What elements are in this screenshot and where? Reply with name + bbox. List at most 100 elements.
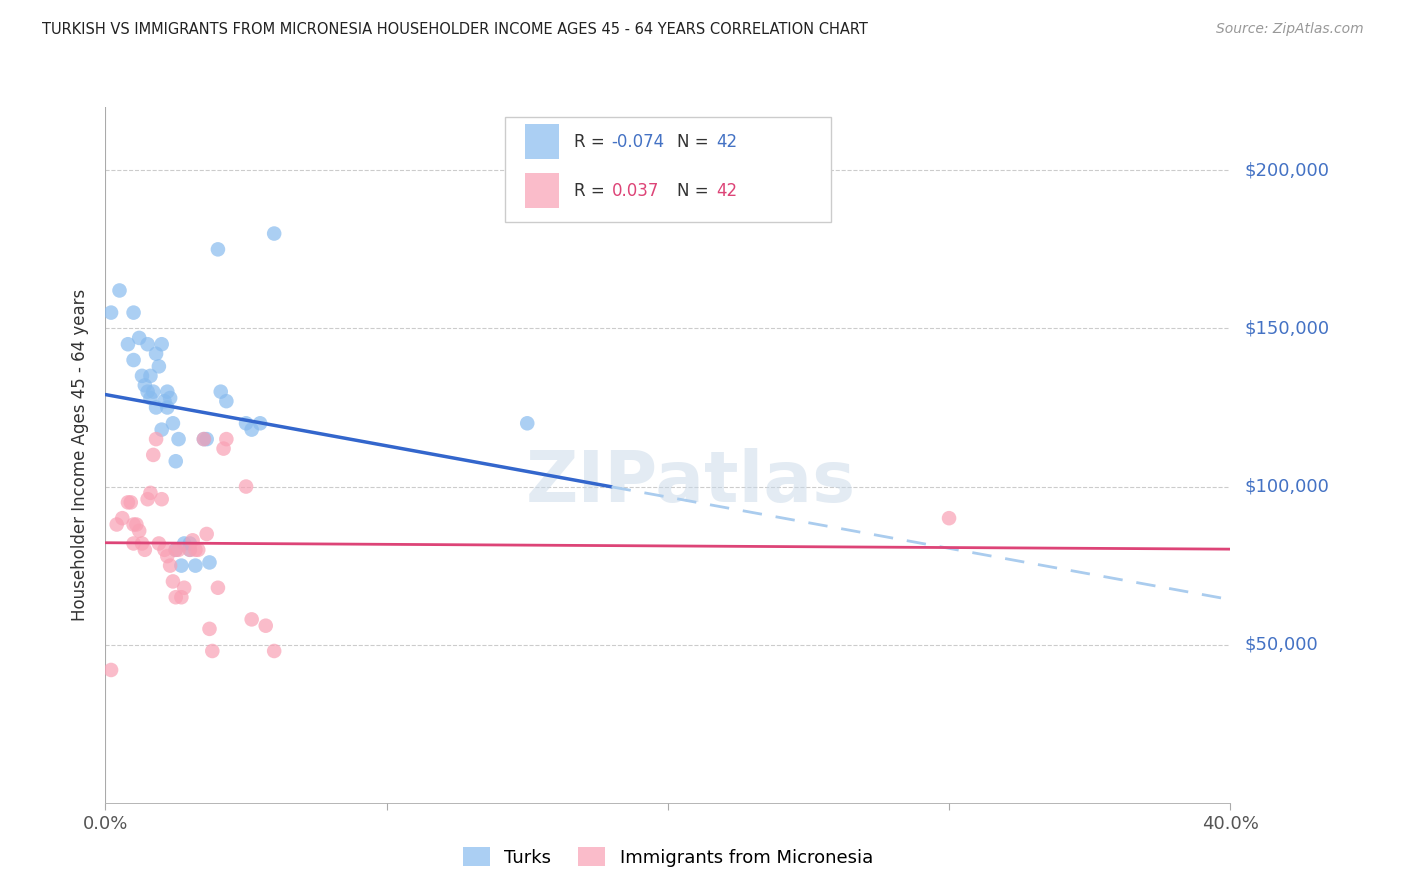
Point [128, 331, 150, 345]
Point [122, 517, 145, 532]
Point [128, 524, 150, 538]
Point [179, 536, 201, 550]
Point [240, 423, 263, 437]
Point [145, 401, 167, 415]
Point [122, 305, 145, 319]
Point [215, 432, 238, 446]
Point [170, 591, 193, 605]
Point [122, 353, 145, 368]
Point [122, 536, 145, 550]
Point [105, 517, 128, 532]
Point [195, 432, 218, 446]
Text: $100,000: $100,000 [1244, 477, 1329, 496]
Point [516, 417, 538, 431]
Point [162, 574, 184, 589]
Point [184, 558, 207, 573]
Text: R =: R = [575, 133, 610, 151]
Point [184, 542, 207, 557]
Point [111, 511, 134, 525]
Point [117, 337, 139, 351]
Point [195, 527, 218, 541]
Point [201, 644, 224, 658]
Point [165, 542, 187, 557]
Text: $150,000: $150,000 [1244, 319, 1329, 337]
Point [187, 542, 209, 557]
Point [145, 432, 167, 446]
Point [181, 533, 204, 548]
Text: ZIPatlas: ZIPatlas [526, 449, 855, 517]
FancyBboxPatch shape [524, 173, 558, 208]
Point [150, 337, 173, 351]
Text: TURKISH VS IMMIGRANTS FROM MICRONESIA HOUSEHOLDER INCOME AGES 45 - 64 YEARS CORR: TURKISH VS IMMIGRANTS FROM MICRONESIA HO… [42, 22, 868, 37]
Point [100, 305, 122, 319]
Point [156, 549, 179, 563]
Point [215, 394, 238, 409]
Point [938, 511, 960, 525]
Point [179, 542, 201, 557]
Text: N =: N = [676, 182, 714, 200]
Text: R =: R = [575, 182, 616, 200]
Point [193, 432, 215, 446]
Legend: Turks, Immigrants from Micronesia: Turks, Immigrants from Micronesia [456, 840, 880, 874]
Point [153, 542, 176, 557]
Text: 0.037: 0.037 [612, 182, 659, 200]
Point [165, 591, 187, 605]
Point [142, 384, 165, 399]
Point [150, 423, 173, 437]
Point [142, 448, 165, 462]
Point [156, 401, 179, 415]
Point [173, 581, 195, 595]
Point [179, 542, 201, 557]
Point [148, 536, 170, 550]
FancyBboxPatch shape [505, 118, 831, 222]
Point [136, 492, 159, 507]
Point [173, 536, 195, 550]
Point [198, 556, 221, 570]
Point [212, 442, 235, 456]
Point [167, 542, 190, 557]
Text: $50,000: $50,000 [1244, 636, 1317, 654]
Point [108, 284, 131, 298]
Point [153, 394, 176, 409]
Point [120, 495, 142, 509]
Point [209, 384, 232, 399]
Point [235, 417, 257, 431]
Point [131, 536, 153, 550]
Point [100, 663, 122, 677]
Point [263, 644, 285, 658]
Text: -0.074: -0.074 [612, 133, 665, 151]
Point [167, 432, 190, 446]
Point [249, 417, 271, 431]
Point [162, 417, 184, 431]
Point [139, 391, 162, 405]
Point [156, 384, 179, 399]
Point [139, 486, 162, 500]
Point [131, 368, 153, 383]
Point [139, 368, 162, 383]
Point [136, 384, 159, 399]
Point [263, 227, 285, 241]
Point [254, 618, 277, 632]
Text: Source: ZipAtlas.com: Source: ZipAtlas.com [1216, 22, 1364, 37]
Text: 42: 42 [716, 133, 737, 151]
Point [235, 479, 257, 493]
Text: 42: 42 [716, 182, 737, 200]
Point [207, 581, 229, 595]
Point [193, 432, 215, 446]
Text: $200,000: $200,000 [1244, 161, 1329, 179]
Point [159, 391, 181, 405]
Point [150, 492, 173, 507]
Point [165, 542, 187, 557]
Point [207, 243, 229, 257]
Point [159, 558, 181, 573]
Point [145, 347, 167, 361]
Point [148, 359, 170, 374]
Point [134, 542, 156, 557]
FancyBboxPatch shape [524, 124, 558, 159]
Point [165, 454, 187, 468]
Point [117, 495, 139, 509]
Point [125, 517, 148, 532]
Y-axis label: Householder Income Ages 45 - 64 years: Householder Income Ages 45 - 64 years [72, 289, 90, 621]
Point [134, 378, 156, 392]
Point [198, 622, 221, 636]
